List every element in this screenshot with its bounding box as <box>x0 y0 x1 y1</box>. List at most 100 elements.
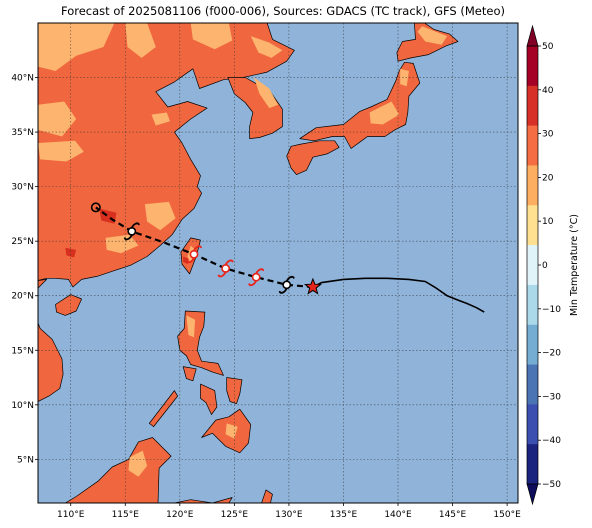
colorbar-tick-label: −50 <box>542 480 561 490</box>
land-hainan <box>55 294 82 316</box>
colorbar-segment <box>527 284 538 326</box>
land-mild-mindanao <box>225 423 238 439</box>
gridlines <box>38 23 518 503</box>
land-mild-shandong <box>151 112 170 126</box>
land-areas <box>38 23 459 503</box>
colorbar-segment <box>527 165 538 206</box>
storm-arm-top <box>224 259 234 266</box>
land-mild-qinling <box>38 140 84 162</box>
storm-arm-top <box>285 275 295 283</box>
storm-eye <box>127 226 137 236</box>
colorbar-segment <box>527 364 538 405</box>
land-hokkaido <box>396 23 459 62</box>
land-mild-tohoku <box>400 68 409 87</box>
land-sulawesi <box>174 497 233 503</box>
land-mild-luzon <box>186 315 196 338</box>
colorbar-label: Min Temperature (°C) <box>569 214 580 316</box>
colorbar-over-arrow <box>526 24 539 47</box>
lat-tick-label: 20°N <box>11 292 34 302</box>
land-mild-borneo <box>128 450 148 477</box>
storm-arm-top <box>193 245 202 252</box>
lat-tick-label: 10°N <box>11 401 34 411</box>
colorbar-tick-label: 50 <box>542 42 554 52</box>
map-plot-area <box>38 23 518 503</box>
cyclone-track <box>90 202 485 313</box>
storm-arm-bottom <box>123 234 133 241</box>
storm-eye <box>189 249 199 259</box>
colorbar: −50 −40 −30 −20 −10 0 10 20 30 40 50 Min Temperatur… <box>526 24 580 506</box>
colorbar-tick-label: −10 <box>542 305 561 315</box>
storm-arm-bottom <box>248 279 258 287</box>
storm-symbol-icon <box>278 275 295 294</box>
land-halmahera <box>261 489 273 503</box>
colorbar-tick-label: 20 <box>542 173 554 183</box>
lon-tick-label: 145°E <box>439 510 467 520</box>
storm-symbol-icon <box>248 268 265 287</box>
lon-tick-label: 125°E <box>221 510 249 520</box>
storm-arm-top <box>130 222 140 229</box>
lon-tick-label: 150°E <box>493 510 521 520</box>
land-honshu <box>299 61 421 149</box>
colorbar-segment <box>527 205 538 246</box>
lon-tick-label: 120°E <box>166 510 194 520</box>
land-mild-hokkaido <box>417 26 448 45</box>
land-mild-manchuria <box>190 23 233 50</box>
storm-arm-bottom <box>278 287 288 294</box>
land-mild-korea <box>254 77 278 109</box>
lon-tick-label: 115°E <box>112 510 140 520</box>
storm-eye <box>221 264 231 273</box>
land-mild-loess <box>38 101 77 137</box>
storm-eye <box>282 280 292 290</box>
land-mild-changbai <box>250 36 283 58</box>
lat-tick-label: 15°N <box>11 346 34 356</box>
storm-arm-bottom <box>186 256 195 264</box>
storm-arm-top <box>255 268 265 275</box>
colorbar-tick-label: 0 <box>542 261 548 271</box>
lat-tick-label: 30°N <box>11 183 34 193</box>
observed-track-line <box>312 277 485 313</box>
land-mild-inner-mongolia <box>38 23 115 71</box>
colorbar-under-arrow <box>526 483 539 506</box>
land-mindoro <box>182 366 197 382</box>
map-frame <box>37 22 519 504</box>
colorbar-tick-label: 10 <box>542 217 554 227</box>
lat-tick-label: 40°N <box>11 74 34 84</box>
map-axes: 110°E 115°E 120°E 125°E 130°E 135°E 140°E 145°E… <box>11 74 521 520</box>
current-position-star-icon <box>303 277 322 295</box>
lon-tick-label: 140°E <box>384 510 412 520</box>
lat-tick-label: 35°N <box>11 128 34 138</box>
colorbar-tick-label: 40 <box>542 86 554 96</box>
land-palawan <box>148 390 178 427</box>
land-indochina <box>38 279 64 402</box>
map-title: Forecast of 2025081106 (f000-006), Sourc… <box>61 4 505 18</box>
storm-symbol-icon <box>186 245 202 264</box>
storm-eye <box>251 272 261 282</box>
lon-tick-label: 110°E <box>57 510 85 520</box>
storm-symbol-icon <box>123 222 140 241</box>
storm-symbol-icon <box>217 259 234 278</box>
land-mild-north-china <box>125 23 156 58</box>
storm-arm-bottom <box>217 271 227 278</box>
colorbar-segment <box>527 85 538 126</box>
land-borneo <box>64 437 172 503</box>
colorbar-segment <box>527 444 538 485</box>
colorbar-segment <box>527 324 538 365</box>
lat-tick-label: 5°N <box>17 455 34 465</box>
land-hot-guangxi <box>65 247 77 258</box>
depression-symbol-icon <box>90 202 101 213</box>
land-panay-negros <box>200 383 218 415</box>
colorbar-tick-label: 30 <box>542 130 554 140</box>
colorbar-tick-label: −40 <box>542 436 561 446</box>
colorbar-segment <box>527 404 538 445</box>
land-mild-wuyi <box>144 201 176 231</box>
colorbar-segment <box>527 245 538 286</box>
colorbar-segment <box>527 125 538 166</box>
lon-tick-label: 130°E <box>275 510 303 520</box>
colorbar-tick-label: −20 <box>542 349 561 359</box>
colorbar-segment <box>527 46 538 87</box>
land-mild-guangdong <box>105 234 139 254</box>
land-kyushu-shikoku <box>286 140 340 175</box>
lat-tick-label: 25°N <box>11 237 34 247</box>
lon-tick-label: 135°E <box>330 510 358 520</box>
